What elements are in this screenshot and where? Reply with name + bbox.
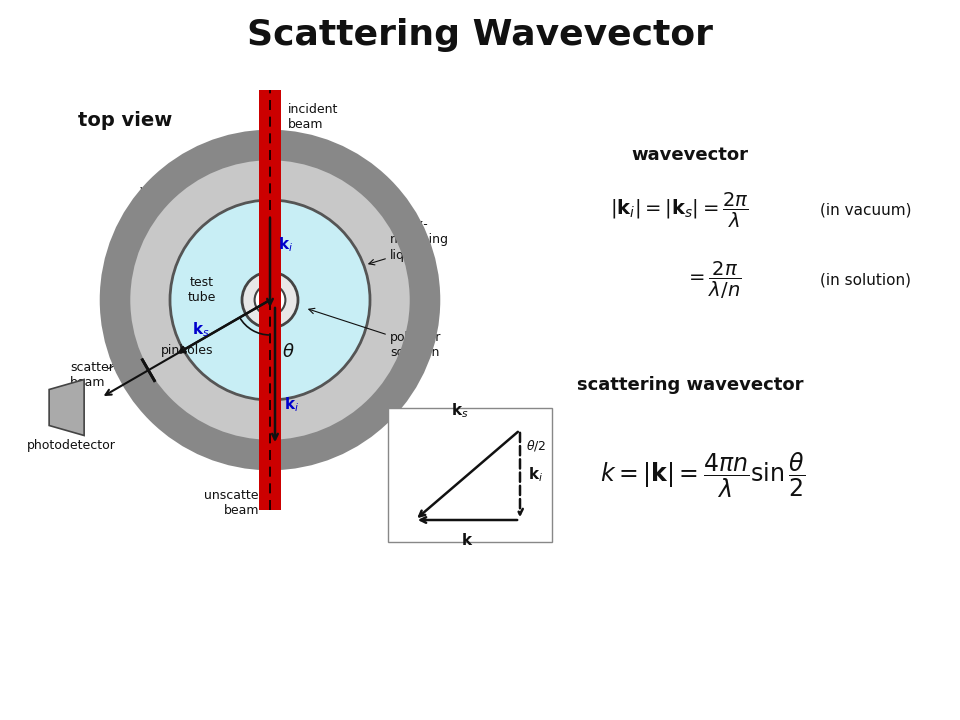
Text: $\mathbf{k}$: $\mathbf{k}$ bbox=[462, 532, 473, 548]
Text: photodetector: photodetector bbox=[27, 439, 116, 452]
Text: (in vacuum): (in vacuum) bbox=[820, 202, 911, 217]
Text: $k = |\mathbf{k}| = \dfrac{4\pi n}{\lambda}\sin\dfrac{\theta}{2}$: $k = |\mathbf{k}| = \dfrac{4\pi n}{\lamb… bbox=[600, 450, 805, 500]
Polygon shape bbox=[49, 379, 84, 436]
Text: incident
beam: incident beam bbox=[288, 103, 338, 131]
Text: $|\mathbf{k}_i| = |\mathbf{k}_s| = \dfrac{2\pi}{\lambda}$: $|\mathbf{k}_i| = |\mathbf{k}_s| = \dfra… bbox=[610, 191, 749, 230]
Text: pinholes: pinholes bbox=[160, 343, 213, 356]
Text: polymer
solution: polymer solution bbox=[390, 331, 442, 359]
FancyBboxPatch shape bbox=[388, 408, 552, 542]
Text: test
tube: test tube bbox=[188, 276, 216, 304]
Text: (in solution): (in solution) bbox=[820, 272, 911, 287]
Text: $\theta$: $\theta$ bbox=[282, 343, 295, 361]
Text: $\mathbf{k}_i$: $\mathbf{k}_i$ bbox=[528, 466, 543, 485]
Circle shape bbox=[170, 200, 370, 400]
Circle shape bbox=[242, 272, 298, 328]
Text: $\mathbf{k}_s$: $\mathbf{k}_s$ bbox=[451, 401, 468, 420]
Text: unscattered
beam: unscattered beam bbox=[204, 489, 279, 517]
Text: $\mathbf{k}_s$: $\mathbf{k}_s$ bbox=[192, 320, 209, 339]
Text: scattering wavevector: scattering wavevector bbox=[577, 376, 804, 394]
Text: $\mathbf{k}_i$: $\mathbf{k}_i$ bbox=[284, 396, 300, 414]
Text: scattered
beam: scattered beam bbox=[70, 361, 130, 389]
Circle shape bbox=[254, 284, 285, 315]
Text: $\theta/2$: $\theta/2$ bbox=[526, 438, 546, 453]
Text: $\mathbf{k}_i$: $\mathbf{k}_i$ bbox=[278, 235, 293, 254]
Circle shape bbox=[115, 145, 425, 455]
Text: wavevector: wavevector bbox=[632, 146, 749, 164]
Text: $= \dfrac{2\pi}{\lambda / n}$: $= \dfrac{2\pi}{\lambda / n}$ bbox=[685, 259, 741, 300]
Text: vat: vat bbox=[140, 184, 160, 197]
Text: top view: top view bbox=[78, 110, 172, 130]
Bar bbox=[259, 90, 281, 510]
Text: Scattering Wavevector: Scattering Wavevector bbox=[247, 18, 713, 52]
Text: index-
matching
liquid: index- matching liquid bbox=[390, 218, 449, 261]
